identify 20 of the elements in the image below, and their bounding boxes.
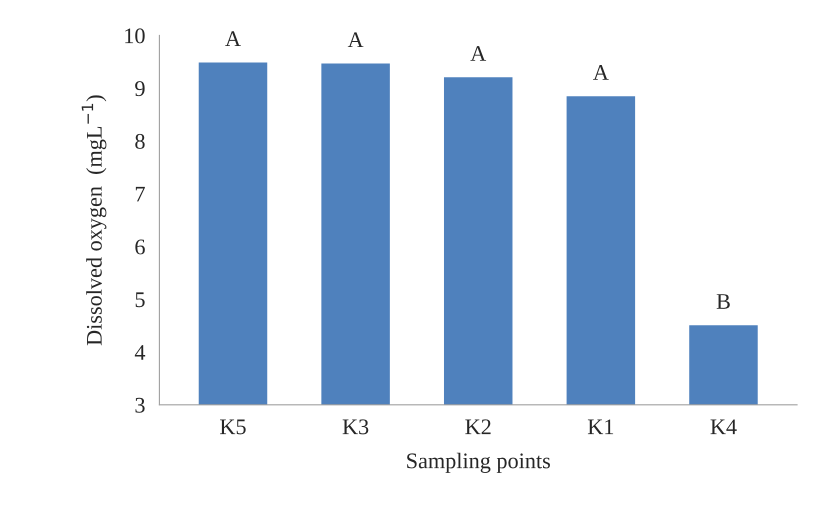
y-tick-label: 3 (135, 398, 145, 413)
x-tick-label: K1 (588, 419, 614, 434)
y-tick-label: 7 (136, 186, 145, 202)
y-tick-label: 10 (125, 28, 145, 44)
y-tick-label: 9 (135, 81, 145, 96)
y-axis-title: Dissolved oxygen (mgL$^{−1}$) (82, 95, 106, 346)
x-axis-title: Sampling points (407, 452, 550, 473)
x-tick-label: K5 (220, 420, 246, 434)
y-tick-label: 6 (135, 239, 145, 254)
annotation: A (593, 65, 609, 80)
annotation: A (470, 46, 486, 61)
annotation: B (716, 294, 730, 309)
y-tick-label: 4 (134, 345, 146, 360)
x-tick-label: K3 (342, 419, 368, 434)
annotation: A (225, 31, 241, 46)
y-tick-label: 8 (135, 134, 145, 149)
y-tick-label: 5 (136, 292, 145, 308)
annotation: A (348, 32, 364, 48)
x-tick-label: K2 (465, 419, 491, 434)
x-tick-label: K4 (710, 419, 737, 434)
